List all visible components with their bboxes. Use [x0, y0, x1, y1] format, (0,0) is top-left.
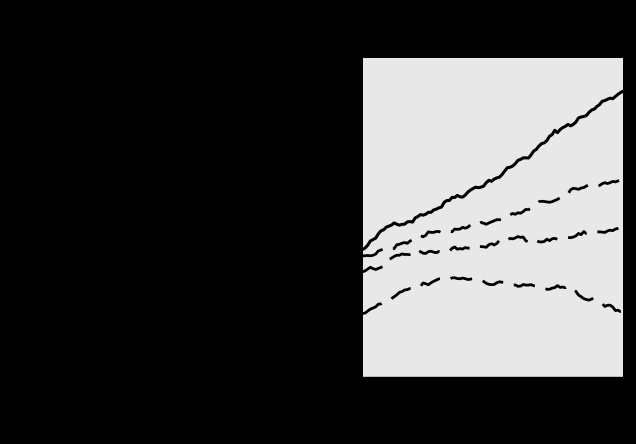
- X-axis label: Forecast
period: Forecast period: [460, 410, 525, 443]
